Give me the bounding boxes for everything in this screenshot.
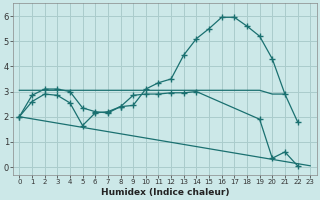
X-axis label: Humidex (Indice chaleur): Humidex (Indice chaleur) (100, 188, 229, 197)
